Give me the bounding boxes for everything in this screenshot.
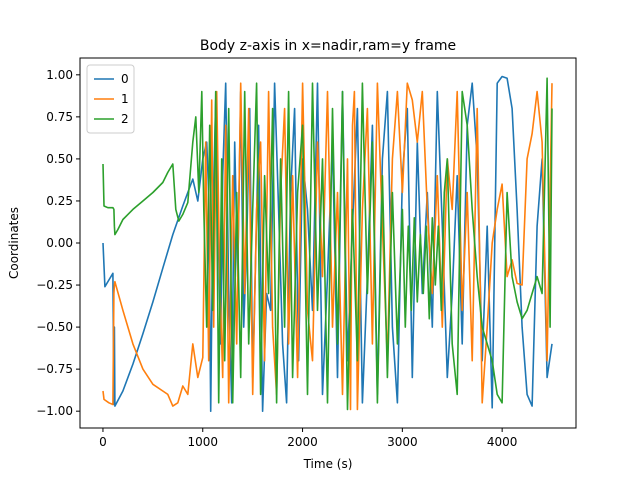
y-tick-label: −0.25 <box>36 278 73 292</box>
x-axis: 0 1000 2000 3000 4000 <box>99 428 517 449</box>
y-tick-label: 1.00 <box>46 68 73 82</box>
y-tick-label: −0.50 <box>36 320 73 334</box>
x-tick-label: 1000 <box>187 435 218 449</box>
series-layer <box>102 75 553 412</box>
x-tick-label: 3000 <box>387 435 418 449</box>
y-tick-label: −1.00 <box>36 404 73 418</box>
y-tick-label: 0.00 <box>46 236 73 250</box>
x-axis-label: Time (s) <box>303 457 353 471</box>
x-tick-label: 0 <box>99 435 107 449</box>
y-tick-label: 0.25 <box>46 194 73 208</box>
legend-label-2: 2 <box>121 112 129 126</box>
y-axis-label: Coordinates <box>7 207 21 279</box>
legend: 0 1 2 <box>86 64 135 134</box>
y-tick-label: 0.75 <box>46 110 73 124</box>
y-tick-label: −0.75 <box>36 362 73 376</box>
y-axis: −1.00 −0.75 −0.50 −0.25 0.00 0.25 0.50 0.75 1.00 <box>36 68 80 418</box>
legend-label-1: 1 <box>121 92 129 106</box>
chart-title: Body z-axis in x=nadir,ram=y frame <box>200 38 456 54</box>
y-tick-label: 0.50 <box>46 152 73 166</box>
series-line-2 <box>102 77 553 411</box>
x-tick-label: 2000 <box>287 435 318 449</box>
legend-label-0: 0 <box>121 72 129 86</box>
x-tick-label: 4000 <box>487 435 518 449</box>
series-line-1 <box>102 82 553 411</box>
